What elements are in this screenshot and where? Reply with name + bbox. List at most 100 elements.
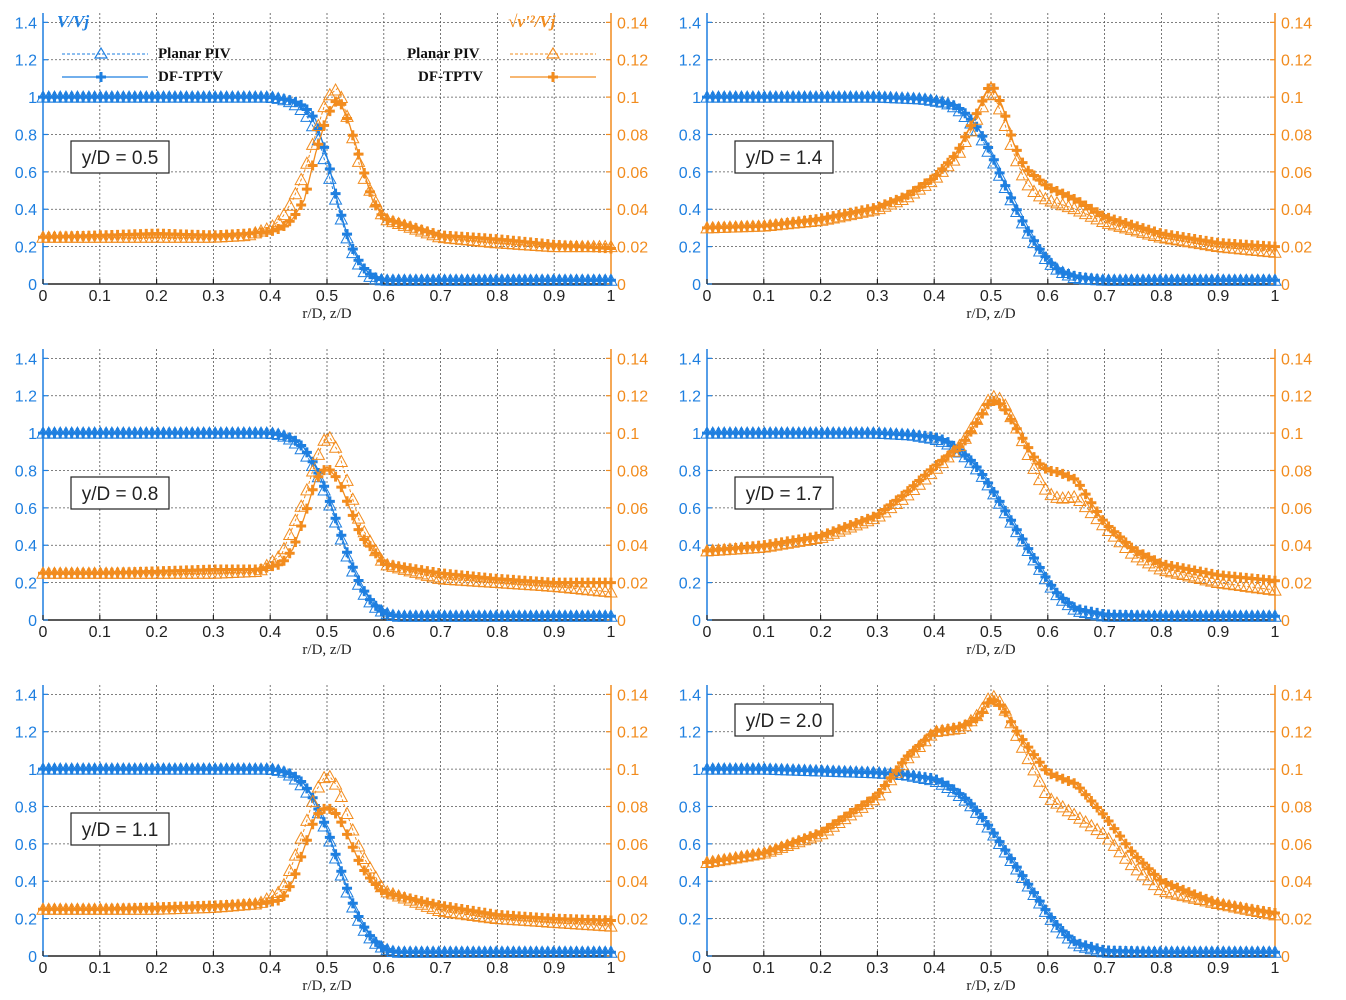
data-point: [942, 157, 953, 168]
data-point: [345, 563, 360, 577]
data-point: [1090, 822, 1104, 836]
data-point: [336, 817, 347, 828]
data-point: [382, 608, 393, 619]
data-point: [376, 605, 387, 616]
data-point: [363, 594, 377, 608]
data-point: [960, 719, 971, 730]
data-point: [353, 911, 364, 922]
data-point: [1040, 251, 1051, 262]
data-point: [960, 793, 971, 804]
right-tick-label: 0.14: [1281, 687, 1312, 704]
series-planar-piv-left: [700, 90, 1282, 286]
series-planar-piv-left: [700, 762, 1282, 958]
data-point: [1015, 433, 1030, 447]
data-point: [393, 217, 404, 228]
data-point: [981, 144, 995, 157]
data-point: [420, 899, 435, 912]
data-point: [902, 486, 913, 497]
series-df-tptv-right: [702, 80, 1280, 252]
right-tick-label: 0.08: [1281, 127, 1312, 144]
series-line: [43, 768, 611, 953]
data-point: [1051, 920, 1062, 931]
x-tick-label: 1: [607, 960, 616, 977]
data-point: [1038, 785, 1053, 799]
data-point: [307, 111, 318, 122]
data-point: [353, 575, 364, 586]
right-tick-label: 0.14: [617, 351, 648, 368]
series-df-tptv-left: [702, 92, 1280, 286]
data-point: [1195, 891, 1206, 902]
data-point: [311, 447, 326, 460]
data-point: [1063, 471, 1074, 482]
data-point: [1269, 611, 1280, 622]
data-point: [1269, 575, 1280, 586]
data-point: [1034, 562, 1045, 573]
data-point: [1109, 823, 1120, 834]
data-point: [334, 531, 349, 545]
data-point: [1136, 552, 1150, 566]
data-point: [1201, 893, 1212, 904]
series-line: [707, 96, 1275, 281]
data-point: [399, 219, 410, 230]
data-point: [856, 515, 867, 526]
right-tick-label: 0.02: [1281, 240, 1312, 257]
data-point: [300, 785, 314, 798]
data-point: [874, 508, 885, 519]
chart-panel: 0 0.2 0.4 0.6 0.8 1 1.2 1.4 0 0.02 0.04 0.06 0.08 0.1…: [15, 13, 648, 322]
data-point: [351, 913, 366, 926]
right-tick-label: 0.04: [1281, 874, 1312, 891]
x-tick-label: 0: [39, 960, 48, 977]
x-tick-label: 0.8: [486, 960, 508, 977]
data-point: [1023, 543, 1034, 554]
left-tick-label: 0: [692, 613, 701, 630]
data-point: [405, 221, 416, 232]
data-point: [874, 201, 885, 212]
data-point: [1046, 580, 1057, 591]
legend-label-df-tptv: DF-TPTV: [158, 69, 223, 85]
right-tick-label: 0.12: [617, 725, 648, 742]
left-tick-label: 1: [28, 762, 37, 779]
data-point: [914, 182, 925, 193]
data-point: [994, 398, 1005, 409]
data-point: [856, 800, 867, 811]
data-point: [282, 198, 297, 211]
data-point: [891, 495, 902, 506]
data-point: [359, 263, 370, 274]
x-tick-label: 0: [703, 960, 712, 977]
data-point: [328, 851, 343, 864]
data-point: [322, 498, 337, 511]
panel-label: y/D = 1.1: [82, 820, 159, 841]
data-point: [1040, 179, 1051, 190]
data-point: [319, 481, 330, 492]
right-tick-label: 0.04: [617, 874, 648, 891]
data-point: [336, 210, 347, 221]
data-point: [1095, 214, 1110, 228]
data-point: [1143, 863, 1154, 874]
legend-entry-df-tptv-rms: DF-TPTV: [418, 69, 596, 85]
data-point: [1069, 602, 1080, 613]
data-point: [345, 899, 360, 913]
data-point: [1021, 177, 1036, 191]
x-tick-label: 0.3: [202, 960, 224, 977]
data-point: [960, 435, 971, 446]
data-point: [1011, 145, 1022, 156]
left-tick-label: 0: [692, 949, 701, 966]
data-point: [971, 417, 982, 428]
data-point: [359, 865, 370, 876]
data-point: [914, 740, 925, 751]
data-point: [942, 437, 953, 448]
x-tick-label: 0.8: [486, 624, 508, 641]
data-point: [1069, 473, 1080, 484]
data-point: [1034, 244, 1045, 255]
data-point: [317, 99, 331, 113]
data-point: [1061, 803, 1076, 817]
data-point: [307, 819, 318, 830]
right-tick-label: 0.08: [617, 463, 648, 480]
right-tick-label: 0.12: [1281, 53, 1312, 70]
data-point: [370, 272, 381, 283]
data-point: [897, 192, 908, 203]
data-point: [931, 459, 942, 470]
data-point: [334, 454, 349, 468]
data-point: [605, 915, 616, 926]
data-point: [816, 530, 827, 541]
